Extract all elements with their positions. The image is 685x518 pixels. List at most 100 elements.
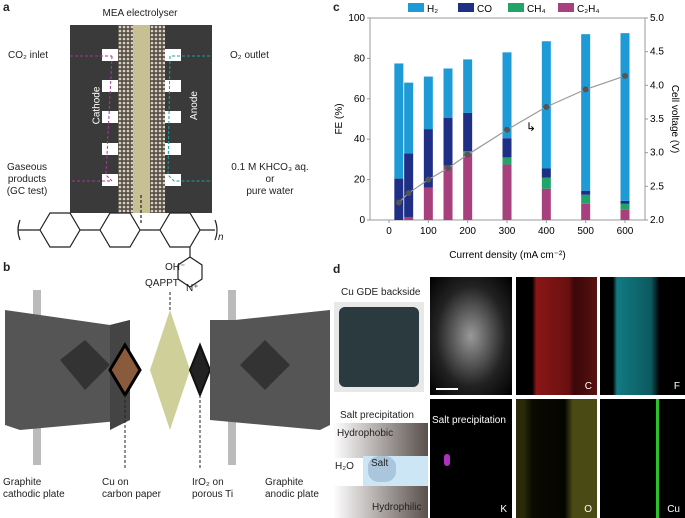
y-tick-label: 0 bbox=[359, 215, 365, 226]
y-axis-label: FE (%) bbox=[334, 103, 345, 134]
legend-label: CO bbox=[477, 4, 492, 15]
x-tick-label: 0 bbox=[386, 226, 392, 237]
graphite-cathodic-line-2: cathodic plate bbox=[3, 489, 65, 500]
y2-tick-label: 2.5 bbox=[650, 181, 664, 192]
gaseous-line-1: Gaseous bbox=[6, 162, 48, 173]
qappt-label: QAPPT bbox=[145, 278, 179, 289]
gaseous-line-2: products bbox=[7, 174, 47, 185]
mea-cell-diagram bbox=[10, 25, 220, 213]
y-tick-label: 40 bbox=[354, 134, 366, 145]
feed-line-3: pure water bbox=[246, 186, 294, 197]
bar-H₂ bbox=[581, 34, 591, 191]
cu-gde-photo bbox=[334, 302, 424, 392]
mea-title: MEA electrolyser bbox=[102, 8, 178, 19]
legend-label: CH₄ bbox=[527, 4, 546, 15]
voltage-point bbox=[395, 199, 402, 206]
map-cu-label: Cu bbox=[667, 504, 680, 515]
cu-carbon-line-1: Cu on bbox=[102, 477, 129, 488]
cathode-label: Cathode bbox=[91, 86, 103, 125]
legend-label: H₂ bbox=[427, 4, 438, 15]
bar-CO bbox=[541, 168, 551, 178]
voltage-point bbox=[464, 151, 471, 158]
map-k-label: K bbox=[500, 504, 507, 515]
nitrogen-label: N⁺ bbox=[186, 283, 199, 294]
bar-CO bbox=[394, 178, 404, 220]
bar-CO bbox=[423, 129, 433, 188]
hydrophilic-label: Hydrophilic bbox=[372, 502, 422, 513]
bar-C₂H₄ bbox=[443, 165, 453, 220]
bar-H₂ bbox=[463, 59, 473, 113]
y-tick-label: 20 bbox=[354, 175, 366, 186]
bar-CO bbox=[404, 153, 414, 217]
x-tick-label: 100 bbox=[420, 226, 437, 237]
bar-CH₄ bbox=[581, 194, 591, 204]
polymer-n: n bbox=[218, 232, 224, 243]
y-tick-label: 100 bbox=[348, 13, 365, 24]
cell-assembly-diagram bbox=[0, 285, 330, 475]
bar-H₂ bbox=[620, 33, 630, 201]
bar-CO bbox=[620, 200, 630, 204]
voltage-point bbox=[543, 103, 550, 110]
x-tick-label: 300 bbox=[499, 226, 516, 237]
bar-C₂H₄ bbox=[463, 153, 473, 220]
iro2-line-1: IrO₂ on bbox=[192, 477, 224, 488]
map-c-label: C bbox=[584, 381, 592, 392]
voltage-axis-arrow: ↳ bbox=[526, 120, 536, 134]
legend-swatch bbox=[558, 3, 574, 12]
map-o-label: O bbox=[584, 504, 592, 515]
bar-CH₄ bbox=[502, 157, 512, 165]
voltage-point bbox=[405, 190, 412, 197]
bar-C₂H₄ bbox=[404, 216, 414, 220]
schematic-title: Salt precipitation bbox=[340, 410, 414, 421]
bar-CO bbox=[463, 112, 473, 152]
x-tick-label: 200 bbox=[459, 226, 476, 237]
legend-swatch bbox=[458, 3, 474, 12]
bar-CO bbox=[443, 117, 453, 166]
salt-label: Salt bbox=[371, 458, 389, 469]
x-tick-label: 400 bbox=[538, 226, 555, 237]
bar-C₂H₄ bbox=[423, 187, 433, 220]
iro2-line-2: porous Ti bbox=[192, 489, 234, 500]
qappt-structure bbox=[10, 195, 240, 300]
bar-CH₄ bbox=[541, 177, 551, 189]
y2-tick-label: 3.5 bbox=[650, 114, 664, 125]
y-tick-label: 60 bbox=[354, 94, 366, 105]
legend-swatch bbox=[408, 3, 424, 12]
bar-H₂ bbox=[404, 82, 414, 154]
y2-tick-label: 5.0 bbox=[650, 13, 664, 24]
bar-CO bbox=[581, 190, 591, 195]
hydroxide-label: OH⁻ bbox=[165, 262, 186, 273]
panel-c-letter: c bbox=[333, 0, 340, 14]
hydrophobic-label: Hydrophobic bbox=[337, 428, 394, 439]
graphite-anodic-line-1: Graphite bbox=[265, 477, 304, 488]
salt-schematic bbox=[333, 423, 428, 518]
panel-d-letter: d bbox=[333, 262, 341, 276]
x-axis-label: Current density (mA cm⁻²) bbox=[449, 250, 565, 261]
graphite-cathodic-line-1: Graphite bbox=[3, 477, 42, 488]
voltage-point bbox=[445, 165, 451, 172]
fe-voltage-chart: 0 20 40 60 80 100 2.0 2.5 3.0 3.5 4.0 4.5 5.0 0 100 200… bbox=[334, 3, 680, 261]
anode-label: Anode bbox=[188, 91, 200, 120]
bar-C₂H₄ bbox=[541, 188, 551, 220]
bar-H₂ bbox=[443, 68, 453, 118]
bar-C₂H₄ bbox=[620, 209, 630, 220]
feed-line-2: or bbox=[265, 174, 275, 185]
voltage-point bbox=[504, 126, 510, 133]
panel-b-letter: b bbox=[3, 260, 11, 274]
map-cu: Cu bbox=[600, 399, 685, 518]
y-tick-label: 80 bbox=[354, 53, 366, 64]
map-c: C bbox=[516, 277, 597, 395]
water-label: H₂O bbox=[335, 461, 354, 472]
cu-carbon-line-2: carbon paper bbox=[102, 489, 161, 500]
graphite-anodic-line-2: anodic plate bbox=[265, 489, 319, 500]
y2-tick-label: 4.5 bbox=[650, 47, 664, 58]
bar-H₂ bbox=[423, 76, 433, 130]
bar-H₂ bbox=[502, 52, 512, 139]
map-f-label: F bbox=[673, 381, 680, 392]
voltage-point bbox=[622, 72, 628, 79]
photo-title: Cu GDE backside bbox=[341, 287, 421, 298]
bar-C₂H₄ bbox=[581, 203, 591, 220]
map-o: O bbox=[516, 399, 597, 518]
o2-outlet-label: O₂ outlet bbox=[230, 50, 269, 61]
y2-tick-label: 2.0 bbox=[650, 215, 664, 226]
